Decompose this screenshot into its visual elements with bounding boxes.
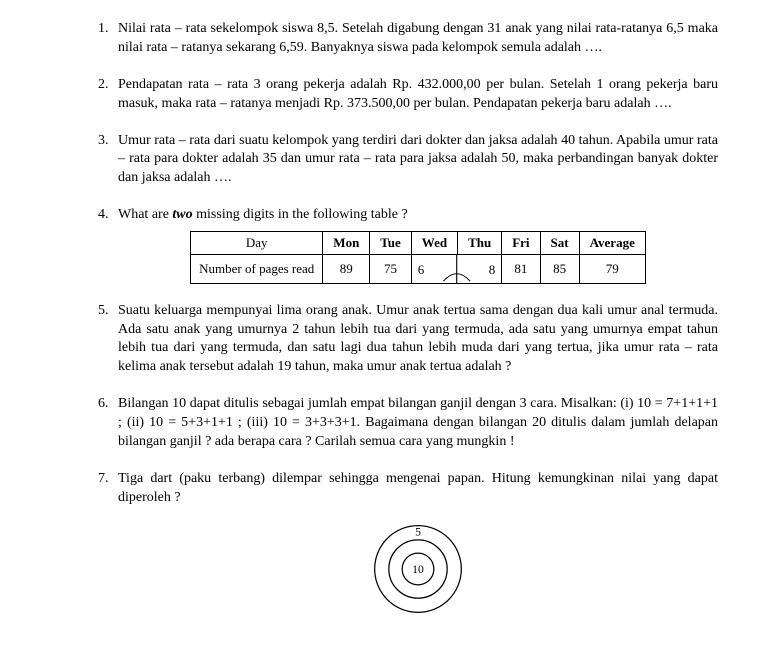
table-row: Number of pages read 89 75 6 8 81 85 79 [191, 254, 646, 283]
val-wed-partial: 6 [418, 261, 425, 279]
table-row: Day Mon Tue Wed Thu Fri Sat Average [191, 232, 646, 255]
question-5: Suatu keluarga mempunyai lima orang anak… [112, 302, 718, 378]
pages-table: Day Mon Tue Wed Thu Fri Sat Average Numb… [190, 231, 646, 284]
val-thu-partial: 8 [489, 261, 496, 279]
question-6: Bilangan 10 dapat ditulis sebagai jumlah… [112, 395, 718, 452]
hdr-day: Day [191, 232, 323, 255]
col-sat: Sat [540, 232, 579, 255]
val-mon: 89 [323, 254, 370, 283]
val-wed-thu-split: 6 8 [411, 254, 501, 283]
question-2: Pendapatan rata – rata 3 orang pekerja a… [112, 76, 718, 114]
question-1: Nilai rata – rata sekelompok siswa 8,5. … [112, 20, 718, 58]
val-avg: 79 [579, 254, 645, 283]
col-fri: Fri [502, 232, 540, 255]
col-tue: Tue [370, 232, 411, 255]
q7-text: Tiga dart (paku terbang) dilempar sehing… [118, 471, 718, 505]
q4-text-emph: two [172, 207, 192, 222]
question-4: What are two missing digits in the follo… [112, 206, 718, 283]
question-list: Nilai rata – rata sekelompok siswa 8,5. … [90, 20, 718, 621]
dartboard-figure: 5 10 [118, 514, 718, 621]
col-thu: Thu [458, 232, 502, 255]
question-3: Umur rata – rata dari suatu kelompok yan… [112, 132, 718, 189]
dartboard-icon: 5 10 [348, 514, 488, 614]
col-mon: Mon [323, 232, 370, 255]
q4-text-lead: What are [118, 207, 172, 222]
val-fri: 81 [502, 254, 540, 283]
col-wed: Wed [411, 232, 457, 255]
q4-text-tail: missing digits in the following table ? [193, 207, 408, 222]
hdr-pages: Number of pages read [191, 254, 323, 283]
dart-inner-label: 10 [412, 563, 424, 576]
question-7: Tiga dart (paku terbang) dilempar sehing… [112, 470, 718, 621]
val-sat: 85 [540, 254, 579, 283]
col-avg: Average [579, 232, 645, 255]
dart-outer-label: 5 [415, 525, 421, 538]
val-tue: 75 [370, 254, 411, 283]
